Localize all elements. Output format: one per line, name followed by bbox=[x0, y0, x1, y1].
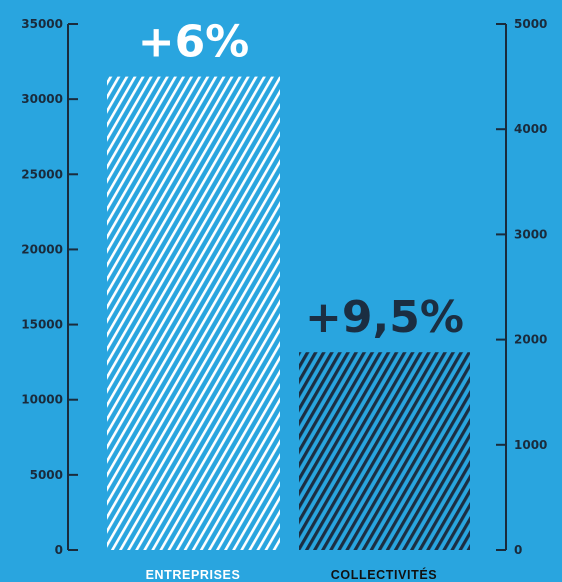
left-axis-tick-label: 35000 bbox=[21, 17, 63, 31]
left-axis-tick-label: 20000 bbox=[21, 242, 63, 256]
left-y-axis: 0 5000 10000 15000 20000 25000 30000 35000 bbox=[21, 17, 78, 557]
right-y-axis: 0 1000 2000 3000 4000 5000 bbox=[496, 17, 547, 557]
right-axis-tick-label: 4000 bbox=[514, 122, 547, 136]
bar-collectivites bbox=[299, 352, 470, 550]
left-axis-tick-label: 30000 bbox=[21, 92, 63, 106]
left-axis-tick-label: 25000 bbox=[21, 167, 63, 181]
bar-label-collectivites: +9,5% bbox=[305, 292, 464, 343]
right-axis-tick-label: 2000 bbox=[514, 333, 547, 347]
right-axis-tick-label: 1000 bbox=[514, 438, 547, 452]
right-axis-tick-label: 0 bbox=[514, 543, 522, 557]
left-axis-tick-label: 10000 bbox=[21, 393, 63, 407]
category-label-collectivites: COLLECTIVITÉS bbox=[331, 567, 437, 582]
right-axis-tick-label: 5000 bbox=[514, 17, 547, 31]
left-axis-tick-label: 15000 bbox=[21, 318, 63, 332]
left-axis-tick-label: 0 bbox=[55, 543, 63, 557]
category-label-entreprises: ENTREPRISES bbox=[146, 568, 241, 582]
left-axis-tick-label: 5000 bbox=[30, 468, 63, 482]
right-axis-tick-label: 3000 bbox=[514, 227, 547, 241]
bar-label-entreprises: +6% bbox=[138, 17, 250, 68]
bar-entreprises bbox=[107, 76, 280, 550]
